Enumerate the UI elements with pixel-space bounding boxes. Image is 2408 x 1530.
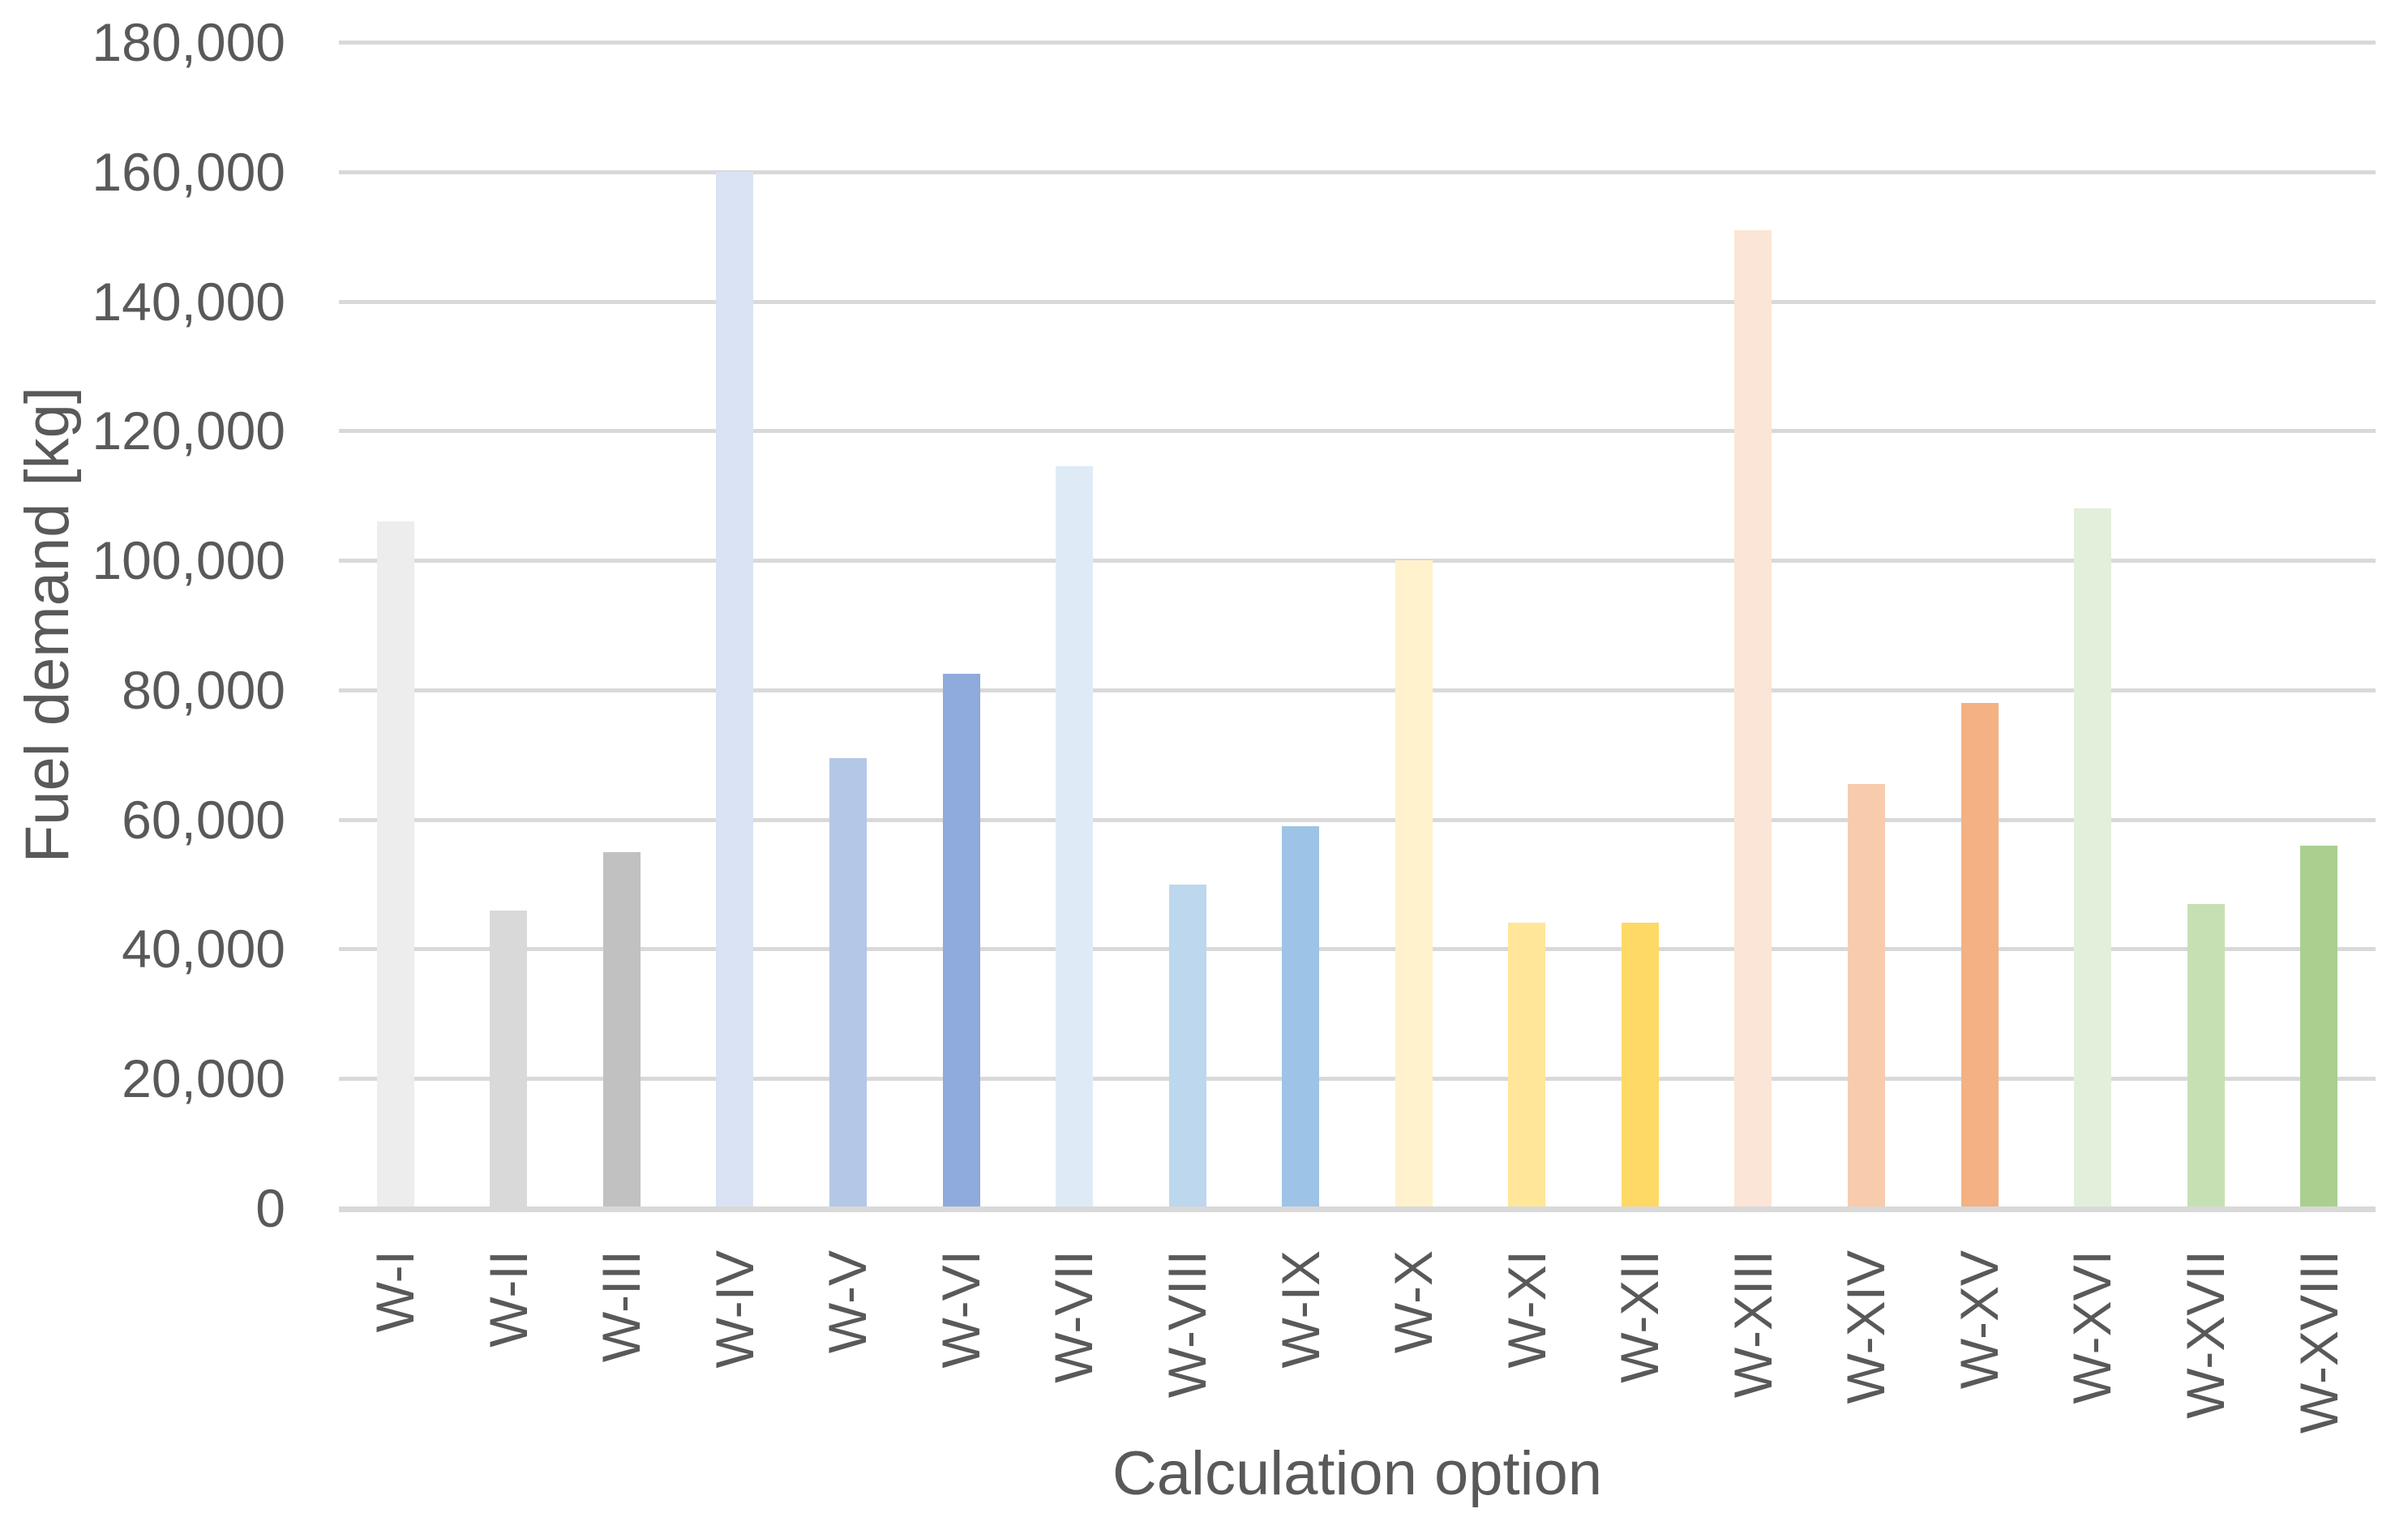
bar-w-xviii (2300, 845, 2338, 1208)
y-tick-label-40000: 40,000 (122, 919, 285, 979)
x-label-w-xiv: W-XIV (1810, 1250, 1923, 1530)
bar-w-xv (1960, 702, 1999, 1208)
bar-w-ix (1282, 825, 1320, 1208)
x-label-text-w-viii: W-VIII (1157, 1250, 1217, 1399)
gridline-120000 (339, 429, 2376, 434)
x-label-text-w-x: W-X (1383, 1250, 1444, 1354)
bar-w-xii (1621, 923, 1659, 1208)
x-label-text-w-xv: W-XV (1948, 1250, 2009, 1390)
bar-w-vi (942, 673, 980, 1208)
bar-w-i (376, 521, 414, 1208)
x-label-w-vii: W-VII (1018, 1250, 1131, 1530)
x-label-w-iii: W-III (565, 1250, 679, 1530)
y-tick-label-100000: 100,000 (92, 530, 285, 591)
bar-w-xvii (2187, 903, 2225, 1208)
bar-w-vii (1056, 466, 1094, 1208)
gridline-180000 (339, 41, 2376, 45)
bar-w-xiv (1848, 783, 1885, 1208)
x-label-w-x: W-X (1357, 1250, 1471, 1530)
bar-w-ii (490, 910, 528, 1208)
gridline-40000 (339, 947, 2376, 952)
x-label-w-xiii: W-XIII (1697, 1250, 1810, 1530)
x-label-text-w-xiv: W-XIV (1836, 1250, 1896, 1404)
x-label-w-v: W-V (791, 1250, 905, 1530)
gridline-100000 (339, 559, 2376, 564)
gridline-80000 (339, 688, 2376, 692)
y-tick-label-60000: 60,000 (122, 789, 285, 850)
gridline-160000 (339, 169, 2376, 174)
y-tick-label-80000: 80,000 (122, 659, 285, 720)
x-label-w-ix: W-IX (1244, 1250, 1357, 1530)
x-label-text-w-iv: W-IV (704, 1250, 765, 1369)
y-tick-label-0: 0 (255, 1178, 285, 1238)
gridline-140000 (339, 299, 2376, 304)
bar-w-v (829, 757, 867, 1208)
bar-w-iv (716, 171, 754, 1208)
gridline-60000 (339, 817, 2376, 822)
bar-w-xiii (1734, 229, 1772, 1208)
y-tick-label-20000: 20,000 (122, 1048, 285, 1109)
bar-w-x (1395, 560, 1433, 1208)
x-label-w-xii: W-XII (1583, 1250, 1697, 1530)
x-label-w-viii: W-VIII (1131, 1250, 1245, 1530)
x-label-text-w-ii: W-II (478, 1250, 538, 1348)
x-label-text-w-iii: W-III (591, 1250, 652, 1363)
x-label-w-xv: W-XV (1923, 1250, 2037, 1530)
x-label-text-w-xvii: W-XVII (2175, 1250, 2235, 1419)
x-label-text-w-vii: W-VII (1043, 1250, 1104, 1383)
x-label-w-vi: W-VI (905, 1250, 1018, 1530)
x-label-text-w-v: W-V (817, 1250, 878, 1354)
bar-w-xvi (2074, 508, 2112, 1208)
x-label-text-w-xiii: W-XIII (1722, 1250, 1783, 1399)
x-label-w-i: W-I (339, 1250, 452, 1530)
x-axis-line (339, 1206, 2376, 1212)
x-label-w-xviii: W-XVIII (2262, 1250, 2376, 1530)
x-axis-title: Calculation option (1112, 1439, 1603, 1508)
x-label-text-w-xi: W-XI (1496, 1250, 1557, 1369)
y-axis-title: Fuel demand [kg] (11, 42, 84, 1208)
gridline-20000 (339, 1077, 2376, 1082)
y-tick-label-120000: 120,000 (92, 401, 285, 461)
x-label-text-w-xii: W-XII (1609, 1250, 1670, 1383)
x-label-w-xvi: W-XVI (2036, 1250, 2149, 1530)
y-tick-label-160000: 160,000 (92, 141, 285, 202)
bar-w-xi (1508, 923, 1546, 1208)
bar-w-iii (602, 851, 641, 1208)
y-tick-label-140000: 140,000 (92, 271, 285, 332)
x-label-text-w-vi: W-VI (930, 1250, 991, 1369)
x-label-w-iv: W-IV (679, 1250, 792, 1530)
x-label-text-w-xviii: W-XVIII (2288, 1250, 2349, 1434)
bar-w-viii (1168, 884, 1206, 1208)
x-label-text-w-xvi: W-XVI (2062, 1250, 2123, 1404)
x-label-text-w-ix: W-IX (1270, 1250, 1330, 1369)
x-label-w-ii: W-II (452, 1250, 566, 1530)
x-label-w-xi: W-XI (1471, 1250, 1584, 1530)
x-label-w-xvii: W-XVII (2149, 1250, 2263, 1530)
x-label-text-w-i: W-I (365, 1250, 426, 1333)
y-tick-label-180000: 180,000 (92, 12, 285, 72)
